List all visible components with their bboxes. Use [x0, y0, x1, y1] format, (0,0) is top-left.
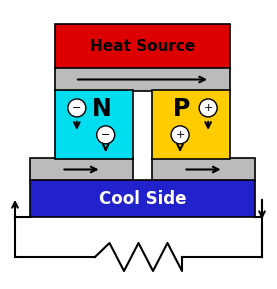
- Text: Cool Side: Cool Side: [99, 190, 186, 208]
- Bar: [55, 24, 230, 69]
- Text: +: +: [175, 130, 185, 140]
- Circle shape: [97, 126, 115, 144]
- Text: +: +: [204, 103, 213, 113]
- Text: −: −: [101, 130, 111, 140]
- Text: −: −: [72, 103, 81, 113]
- Circle shape: [171, 126, 189, 144]
- Bar: [30, 158, 133, 181]
- Text: P: P: [173, 97, 190, 121]
- Bar: [152, 158, 255, 181]
- Bar: [55, 68, 230, 91]
- Bar: [55, 90, 133, 159]
- Text: Heat Source: Heat Source: [90, 39, 195, 54]
- Bar: [152, 90, 230, 159]
- Bar: [30, 180, 255, 217]
- Text: N: N: [92, 97, 112, 121]
- Circle shape: [68, 99, 86, 117]
- Circle shape: [199, 99, 217, 117]
